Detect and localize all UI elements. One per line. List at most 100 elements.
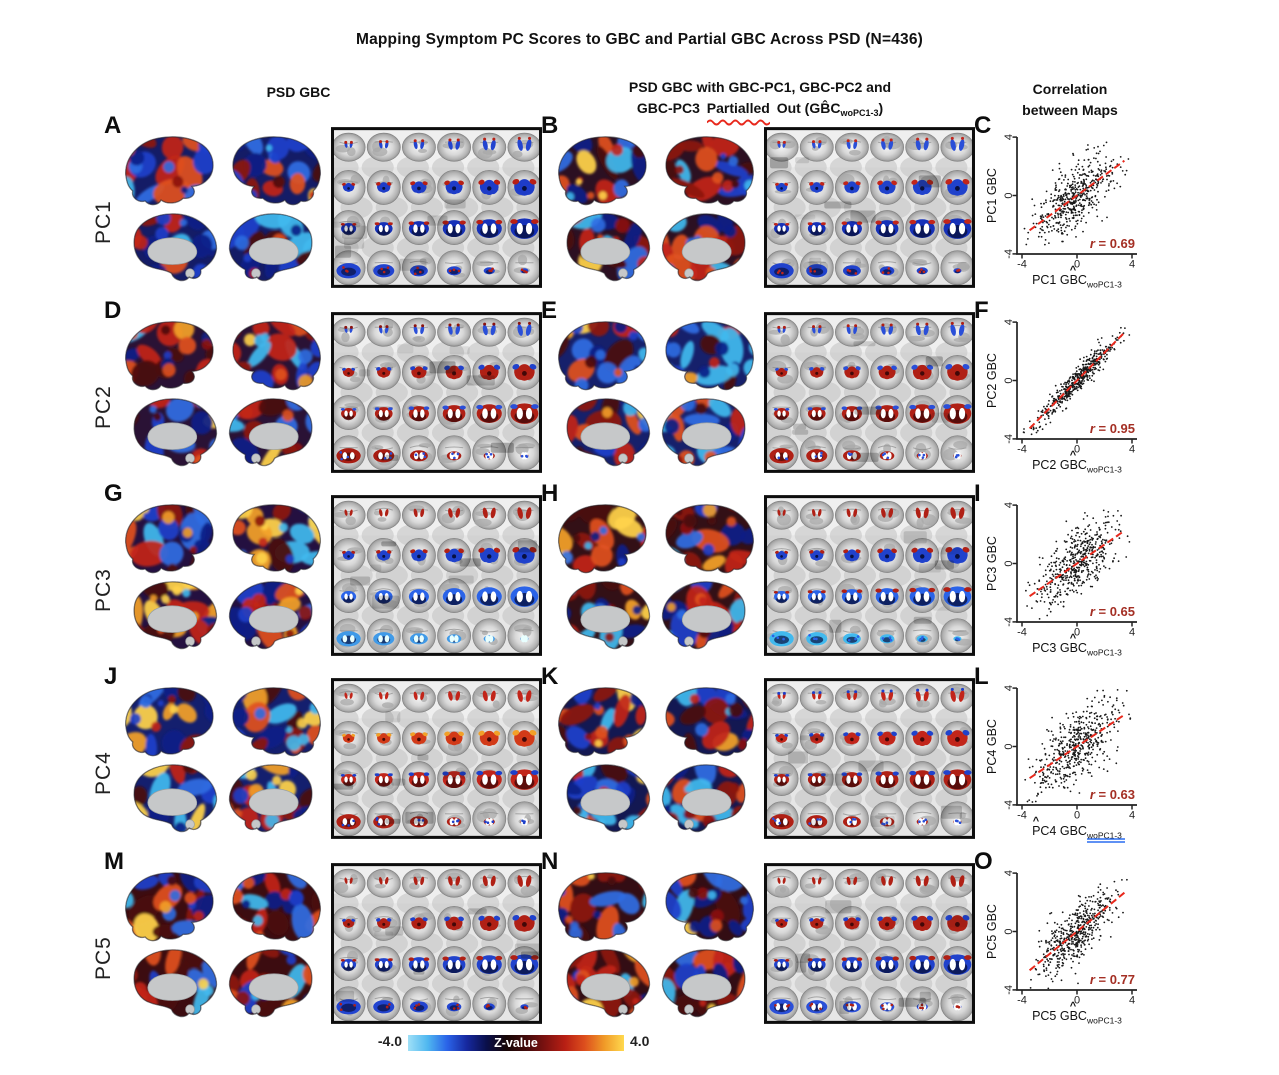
panel-letter-N: N [541,848,559,875]
brain-surface-map [125,321,214,391]
row-label-pc2: PC2 [92,385,115,429]
grammar-check-underline [1087,838,1125,843]
panel-letter-E: E [541,297,558,324]
panel-E-surface-view-4 [651,390,757,472]
panel-N-volume-slices [764,863,975,1024]
panel-G-volume-slices [331,495,542,656]
svg-text:0: 0 [1003,560,1015,566]
brain-surface-map [232,687,321,757]
brain-surface-map [665,504,754,574]
brain-surface-map [661,949,746,1018]
brain-surface-map [566,581,651,650]
panel-K-volume-slices [764,678,975,839]
header-line2-prefix: GBC-PC3 [636,100,700,116]
brain-surface-map [558,136,647,206]
hat-symbol: ^ [1033,816,1040,828]
brain-surface-map [558,687,647,757]
panel-G-surface-view-3 [122,573,228,655]
brain-surface-map [228,949,313,1018]
panel-D-surface-view-3 [122,390,228,472]
svg-text:4: 4 [1003,134,1015,140]
header-line2-suffix: Out (GB̂C [776,100,841,116]
panel-H-surface-view-1 [549,497,655,579]
volume-slice-montage [331,127,542,288]
panel-D-volume-slices [331,312,542,473]
hat-symbol: ^ [1070,633,1077,645]
brain-surface-map [566,398,651,467]
brain-surface-map [665,136,754,206]
hat-symbol: ^ [1070,1001,1077,1013]
panel-D-surface-view-2 [224,314,330,396]
r-value-annotation: r = 0.69 [1090,236,1135,251]
scatter-points [1025,509,1131,620]
scatter-x-axis-label: PC3 GBCwoPC1-3 [1032,641,1122,658]
brain-surface-map [665,872,754,942]
panel-letter-F: F [974,297,989,324]
panel-L-scatter: -4 0 4 -4 0 4 PC4 GBC ^ PC4 GBCwoPC1-3 r = 0.63 [985,672,1155,850]
panel-letter-H: H [541,480,559,507]
svg-text:-4: -4 [1003,434,1015,444]
column-header-correlation-line2: between Maps [1022,102,1118,118]
panel-letter-O: O [974,848,993,875]
svg-text:-4: -4 [1017,810,1027,822]
brain-surface-map [133,581,218,650]
colorbar-gradient: Z-value [408,1035,624,1051]
column-header-psd-gbc: PSD GBC [266,84,331,100]
panel-letter-C: C [974,112,992,139]
panel-B-surface-view-2 [657,129,763,211]
scatter-y-axis-label: PC1 GBC [985,168,999,223]
r-value-annotation: r = 0.77 [1090,972,1135,987]
r-value-annotation: r = 0.95 [1090,421,1135,436]
brain-surface-map [125,872,214,942]
svg-text:4: 4 [1003,319,1015,325]
scatter-plot-I: -4 0 4 -4 0 4 PC3 GBC ^PC3 GBCwoPC1-3 r = 0.65 [985,502,1137,658]
brain-surface-map [665,321,754,391]
panel-J-surface-view-2 [224,680,330,762]
svg-text:4: 4 [1129,627,1135,639]
column-header-partial-gbc-line2: GBC-PC3 Partialled Out (GB̂CwoPC1-3) [553,98,967,126]
brain-surface-map [133,764,218,833]
panel-K-surface-view-1 [549,680,655,762]
colorbar-min-label: -4.0 [377,1033,402,1049]
brain-surface-map [232,136,321,206]
row-label-pc1: PC1 [92,200,115,244]
brain-surface-map [558,872,647,942]
brain-surface-map [558,504,647,574]
svg-text:-4: -4 [1017,259,1027,271]
scatter-plot-L: -4 0 4 -4 0 4 PC4 GBC ^PC4 GBCwoPC1-3 r = 0.63 [985,685,1137,843]
volume-slice-montage [764,863,975,1024]
brain-surface-map [232,872,321,942]
svg-text:0: 0 [1003,743,1015,749]
panel-A-surface-view-3 [122,205,228,287]
panel-J-volume-slices [331,678,542,839]
panel-G-surface-view-1 [116,497,222,579]
svg-text:4: 4 [1003,685,1015,691]
brain-surface-map [133,213,218,282]
panel-letter-D: D [104,297,122,324]
panel-M-surface-view-3 [122,941,228,1023]
panel-H-surface-view-4 [651,573,757,655]
brain-surface-map [566,764,651,833]
panel-O-scatter: -4 0 4 -4 0 4 PC5 GBC ^ PC5 GBCwoPC1-3 r = 0.77 [985,857,1155,1035]
panel-B-volume-slices [764,127,975,288]
brain-surface-map [125,136,214,206]
volume-slice-montage [331,312,542,473]
volume-slice-montage [331,495,542,656]
panel-B-surface-view-4 [651,205,757,287]
panel-B-surface-view-1 [549,129,655,211]
colorbar-title: Z-value [494,1036,538,1050]
regression-line [1028,331,1126,430]
panel-D-surface-view-4 [218,390,324,472]
scatter-y-axis-label: PC5 GBC [985,904,999,959]
panel-M-surface-view-1 [116,865,222,947]
svg-text:0: 0 [1074,259,1080,271]
svg-text:0: 0 [1003,192,1015,198]
scatter-x-axis-label: PC5 GBCwoPC1-3 [1032,1009,1122,1026]
svg-text:0: 0 [1074,444,1080,456]
panel-H-volume-slices [764,495,975,656]
svg-text:4: 4 [1129,444,1135,456]
panel-A-surface-view-4 [218,205,324,287]
brain-surface-map [133,398,218,467]
spellcheck-squiggle-icon [706,119,770,126]
